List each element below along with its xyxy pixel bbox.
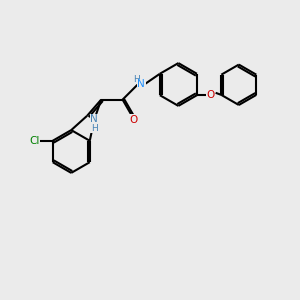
- Text: O: O: [206, 90, 215, 100]
- Text: O: O: [129, 115, 137, 124]
- Text: N: N: [90, 114, 98, 124]
- Text: N: N: [137, 80, 145, 89]
- Text: H: H: [91, 124, 98, 133]
- Text: H: H: [133, 75, 140, 84]
- Text: Cl: Cl: [29, 136, 40, 146]
